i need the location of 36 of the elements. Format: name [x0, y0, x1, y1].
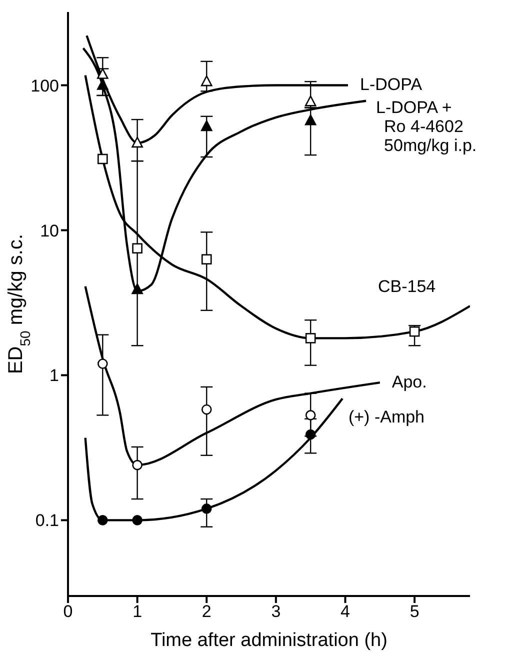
x-tick-label: 3: [271, 602, 281, 622]
series-label: (+) -Amph: [348, 408, 425, 427]
point: [98, 515, 108, 526]
point: [98, 358, 108, 369]
y-tick-label: 100: [30, 76, 59, 96]
point: [201, 504, 212, 514]
series-label: L-DOPA: [360, 75, 423, 94]
point: [305, 410, 316, 420]
point: [201, 404, 212, 415]
point: [305, 429, 316, 440]
series-label: CB-154: [378, 277, 436, 296]
series-label: L-DOPA + Ro 4-4602 50mg/kg i.p.: [376, 98, 477, 155]
point: [132, 515, 142, 526]
point: [98, 154, 108, 164]
point: [305, 333, 316, 344]
point: [201, 254, 212, 264]
point: [132, 460, 142, 470]
point: [304, 96, 316, 106]
point: [409, 326, 420, 337]
point: [132, 136, 143, 148]
point: [200, 75, 212, 86]
y-tick-label: 10: [40, 221, 59, 240]
point: [132, 283, 143, 294]
x-tick-label: 5: [410, 602, 420, 622]
y-tick-label: 1: [50, 366, 59, 386]
point: [200, 120, 212, 132]
point: [97, 68, 108, 79]
x-tick-label: 0: [63, 602, 73, 622]
x-axis-title: Time after administration (h): [150, 630, 388, 651]
x-tick-label: 2: [202, 602, 212, 622]
x-tick-label: 4: [340, 602, 350, 622]
series-label: Apo.: [392, 372, 427, 392]
y-tick-label: 0.1: [35, 511, 59, 530]
point: [304, 114, 316, 126]
x-tick-label: 1: [132, 602, 142, 622]
point: [132, 243, 142, 254]
